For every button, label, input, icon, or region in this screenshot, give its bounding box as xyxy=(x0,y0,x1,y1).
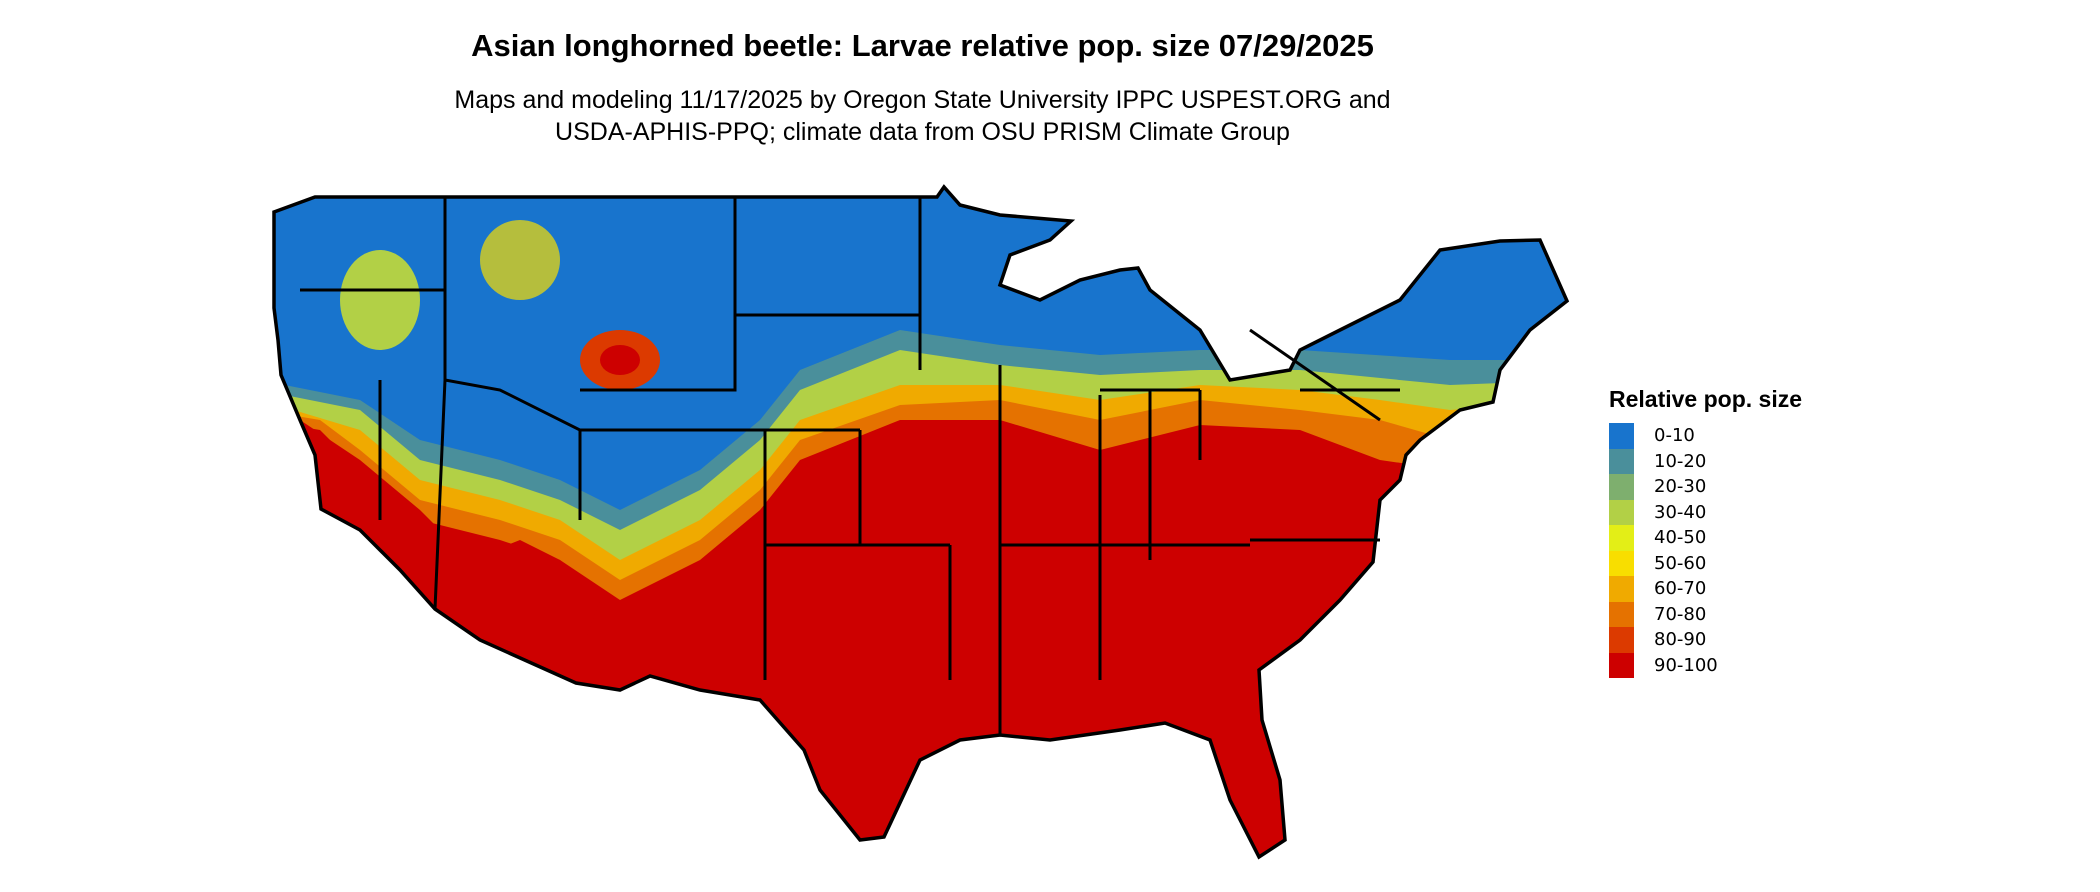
legend-swatch xyxy=(1609,576,1634,602)
map-subtitle: Maps and modeling 11/17/2025 by Oregon S… xyxy=(0,84,1845,148)
legend-item: 0-10 xyxy=(1609,423,1802,449)
legend: Relative pop. size 0-10 10-20 20-30 30-40 40… xyxy=(1609,386,1802,678)
legend-item: 30-40 xyxy=(1609,499,1802,525)
legend-swatch xyxy=(1609,525,1634,551)
legend-swatch xyxy=(1609,627,1634,653)
legend-swatch xyxy=(1609,601,1634,627)
legend-items: 0-10 10-20 20-30 30-40 40-50 50-60 60-70 70-80 8… xyxy=(1609,423,1802,678)
legend-item: 60-70 xyxy=(1609,576,1802,602)
legend-swatch xyxy=(1609,474,1634,500)
legend-label: 0-10 xyxy=(1654,425,1695,447)
state-borders xyxy=(300,197,1400,735)
legend-title: Relative pop. size xyxy=(1609,386,1803,412)
legend-item: 80-90 xyxy=(1609,627,1802,653)
legend-label: 20-30 xyxy=(1654,476,1707,498)
legend-label: 50-60 xyxy=(1654,552,1707,574)
legend-item: 70-80 xyxy=(1609,601,1802,627)
legend-label: 10-20 xyxy=(1654,450,1707,472)
hotspot xyxy=(300,420,600,680)
hotspot xyxy=(600,345,640,375)
legend-swatch xyxy=(1609,652,1634,678)
legend-swatch xyxy=(1609,499,1634,525)
subtitle-line-1: Maps and modeling 11/17/2025 by Oregon S… xyxy=(454,86,1391,114)
legend-item: 50-60 xyxy=(1609,550,1802,576)
legend-label: 80-90 xyxy=(1654,629,1707,651)
legend-swatch xyxy=(1609,423,1634,449)
legend-item: 20-30 xyxy=(1609,474,1802,500)
legend-item: 40-50 xyxy=(1609,525,1802,551)
subtitle-line-2: USDA-APHIS-PPQ; climate data from OSU PR… xyxy=(555,118,1290,146)
legend-label: 40-50 xyxy=(1654,527,1707,549)
legend-label: 30-40 xyxy=(1654,501,1707,523)
legend-item: 10-20 xyxy=(1609,448,1802,474)
hotspot xyxy=(340,250,420,350)
map-title: Asian longhorned beetle: Larvae relative… xyxy=(471,28,1374,63)
legend-item: 90-100 xyxy=(1609,652,1802,678)
legend-swatch xyxy=(1609,448,1634,474)
legend-label: 90-100 xyxy=(1654,654,1718,676)
legend-swatch xyxy=(1609,550,1634,576)
legend-label: 70-80 xyxy=(1654,603,1707,625)
hotspot xyxy=(480,220,560,300)
legend-label: 60-70 xyxy=(1654,578,1707,600)
